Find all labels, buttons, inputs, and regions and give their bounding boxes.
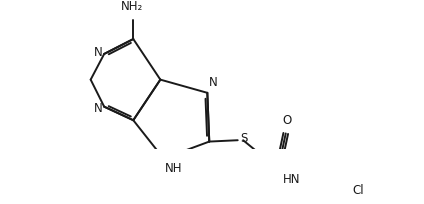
Text: N: N [93,102,102,114]
Text: O: O [282,114,292,127]
Text: N: N [209,76,218,89]
Text: S: S [240,132,248,145]
Text: NH₂: NH₂ [121,0,143,13]
Text: Cl: Cl [352,184,364,197]
Text: HN: HN [282,173,300,186]
Text: N: N [93,46,102,59]
Text: NH: NH [165,162,182,175]
